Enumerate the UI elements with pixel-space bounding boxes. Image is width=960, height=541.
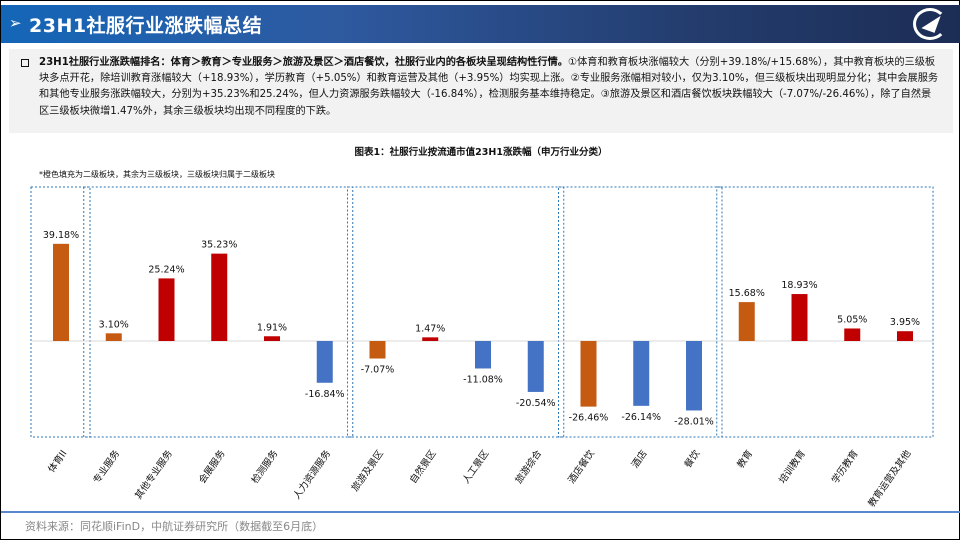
data-label-14: 18.93% [781,280,817,291]
bar-1 [105,333,122,341]
group-box-3 [558,186,723,438]
square-bullet-icon [21,59,29,67]
bar-2 [158,278,175,341]
bar-14 [791,294,808,341]
bar-7 [422,337,439,341]
category-label-10: 酒店餐饮 [565,447,597,485]
summary-lead: 23H1社服行业涨跌幅排名：体育＞教育＞专业服务＞旅游及景区＞酒店餐饮，社服行业… [39,57,568,68]
data-label-0: 39.18% [43,230,79,241]
bar-0 [53,243,69,341]
bar-3 [211,253,228,341]
data-label-8: -11.08% [463,374,503,385]
data-label-15: 5.05% [837,314,867,325]
chart-note: *橙色填充为二级板块，其余为三级板块，三级板块归属于二级板块 [39,170,275,179]
category-label-15: 学历教育 [829,448,861,486]
page-title: 23H1社服行业涨跌幅总结 [29,15,263,37]
data-label-5: -16.84% [305,389,345,400]
header-bar: ➢ 23H1社服行业涨跌幅总结 [1,5,960,43]
category-label-3: 会展服务 [196,447,228,485]
bar-16 [897,331,913,341]
bar-12 [686,341,702,411]
data-label-16: 3.95% [890,317,920,328]
bar-10 [580,341,597,407]
source-text: 资料来源：同花顺iFinD，中航证券研究所（数据截至6月底） [25,520,324,533]
data-label-7: 1.47% [415,323,445,334]
data-label-13: 15.68% [729,288,765,299]
category-label-8: 人工景区 [461,448,492,486]
avic-logo-icon [913,8,947,40]
summary-box: 23H1社服行业涨跌幅排名：体育＞教育＞专业服务＞旅游及景区＞酒店餐饮，社服行业… [9,49,953,133]
bar-15 [844,328,861,341]
category-label-13: 教育 [734,448,755,470]
data-label-6: -7.07% [361,365,395,376]
group-box-1 [83,186,354,438]
bar-9 [527,341,544,392]
category-label-5: 人力资源服务 [291,447,334,501]
group-box-2 [347,186,565,438]
group-box-4 [716,186,934,438]
bar-6 [369,341,386,359]
category-label-11: 酒店 [629,448,650,470]
data-label-10: -26.46% [569,413,609,424]
category-label-4: 检测服务 [249,447,281,485]
category-label-7: 自然景区 [407,447,439,485]
category-label-9: 旅游综合 [513,447,545,485]
bar-11 [633,341,650,406]
category-label-14: 培训教育 [776,448,808,486]
category-label-6: 旅游及景区 [349,447,386,493]
category-label-16: 教育运营及其他 [865,447,913,509]
data-label-3: 35.23% [201,240,237,251]
bar-4 [264,336,280,341]
chart-title: 图表1：社服行业按流通市值23H1涨跌幅（申万行业分类） [354,147,608,158]
category-label-2: 其他专业服务 [132,447,175,501]
bar-8 [475,341,491,369]
data-label-1: 3.10% [99,319,129,330]
data-label-11: -26.14% [621,412,661,423]
data-label-9: -20.54% [516,398,556,409]
category-label-0: 体育II [46,448,70,475]
category-label-1: 专业服务 [91,447,123,485]
group-box-0 [30,186,91,438]
bar-13 [738,302,755,341]
summary-body: ①体育和教育板块涨幅较大（分别+39.18%/+15.68%），其中教育板块的三… [39,57,939,117]
arrow-icon: ➢ [9,14,22,32]
bar-5 [316,341,333,383]
category-label-12: 餐饮 [682,447,703,470]
data-label-2: 25.24% [148,264,184,275]
footer-divider [1,511,960,513]
data-label-12: -28.01% [674,416,714,427]
data-label-4: 1.91% [257,322,287,333]
